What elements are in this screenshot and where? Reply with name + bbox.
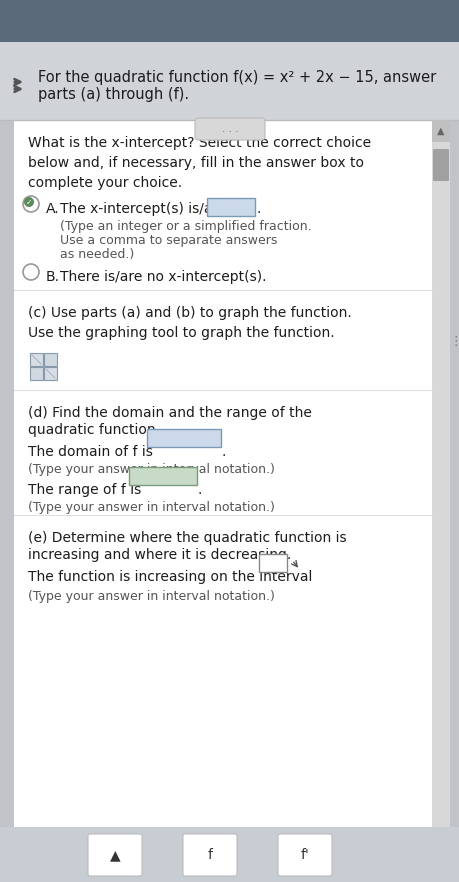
FancyBboxPatch shape — [88, 834, 142, 876]
Text: [− 16,∞): [− 16,∞) — [133, 469, 193, 483]
Text: There is/are no x-intercept(s).: There is/are no x-intercept(s). — [60, 270, 266, 284]
FancyBboxPatch shape — [0, 42, 459, 120]
FancyBboxPatch shape — [432, 149, 448, 181]
FancyBboxPatch shape — [258, 554, 286, 572]
FancyBboxPatch shape — [449, 120, 459, 827]
Text: ✓: ✓ — [26, 198, 32, 206]
Text: What is the x-intercept? Select the correct choice
below and, if necessary, fill: What is the x-intercept? Select the corr… — [28, 136, 370, 191]
FancyBboxPatch shape — [431, 120, 449, 142]
Text: .: . — [222, 445, 226, 459]
FancyBboxPatch shape — [30, 353, 43, 366]
Text: as needed.): as needed.) — [60, 248, 134, 261]
Circle shape — [24, 197, 34, 207]
Text: (d) Find the domain and the range of the: (d) Find the domain and the range of the — [28, 406, 311, 420]
Text: (Type an integer or a simplified fraction.: (Type an integer or a simplified fractio… — [60, 220, 311, 233]
Text: f: f — [207, 848, 212, 862]
FancyBboxPatch shape — [431, 120, 449, 827]
Text: parts (a) through (f).: parts (a) through (f). — [38, 87, 189, 102]
Text: quadratic function.: quadratic function. — [28, 423, 160, 437]
Text: The function is increasing on the interval: The function is increasing on the interv… — [28, 570, 312, 584]
Text: .: . — [256, 202, 260, 216]
Text: f': f' — [300, 848, 309, 862]
FancyBboxPatch shape — [277, 834, 331, 876]
Text: (Type your answer in interval notation.): (Type your answer in interval notation.) — [28, 463, 274, 476]
Circle shape — [23, 196, 39, 212]
FancyBboxPatch shape — [0, 0, 459, 42]
Text: The x-intercept(s) is/are: The x-intercept(s) is/are — [60, 202, 226, 216]
Text: (c) Use parts (a) and (b) to graph the function.: (c) Use parts (a) and (b) to graph the f… — [28, 306, 351, 320]
FancyBboxPatch shape — [207, 198, 254, 216]
FancyBboxPatch shape — [0, 827, 459, 882]
Text: For the quadratic function f(x) = x² + 2x − 15, answer: For the quadratic function f(x) = x² + 2… — [38, 70, 435, 85]
Text: − 5,3: − 5,3 — [212, 199, 249, 213]
Text: ▲: ▲ — [109, 848, 120, 862]
Text: . . .: . . . — [221, 124, 238, 134]
FancyBboxPatch shape — [0, 120, 14, 827]
Text: ▲: ▲ — [437, 126, 444, 136]
Text: The domain of f is: The domain of f is — [28, 445, 152, 459]
FancyBboxPatch shape — [14, 120, 431, 827]
Text: A.: A. — [46, 202, 60, 216]
Text: increasing and where it is decreasing.: increasing and where it is decreasing. — [28, 548, 291, 562]
Text: B.: B. — [46, 270, 60, 284]
Text: (Type your answer in interval notation.): (Type your answer in interval notation.) — [28, 590, 274, 603]
FancyBboxPatch shape — [183, 834, 236, 876]
Text: .: . — [197, 483, 202, 497]
Circle shape — [23, 264, 39, 280]
Text: Use the graphing tool to graph the function.: Use the graphing tool to graph the funct… — [28, 326, 334, 340]
Text: (− ∞,∞): (− ∞,∞) — [157, 431, 211, 445]
FancyBboxPatch shape — [44, 367, 57, 380]
Text: (e) Determine where the quadratic function is: (e) Determine where the quadratic functi… — [28, 531, 346, 545]
FancyBboxPatch shape — [44, 353, 57, 366]
FancyBboxPatch shape — [195, 118, 264, 140]
Text: (Type your answer in interval notation.): (Type your answer in interval notation.) — [28, 501, 274, 514]
Text: Use a comma to separate answers: Use a comma to separate answers — [60, 234, 277, 247]
Text: The range of f is: The range of f is — [28, 483, 141, 497]
FancyBboxPatch shape — [147, 429, 220, 447]
FancyBboxPatch shape — [30, 367, 43, 380]
FancyBboxPatch shape — [129, 467, 196, 485]
Text: ⋮: ⋮ — [449, 335, 459, 348]
